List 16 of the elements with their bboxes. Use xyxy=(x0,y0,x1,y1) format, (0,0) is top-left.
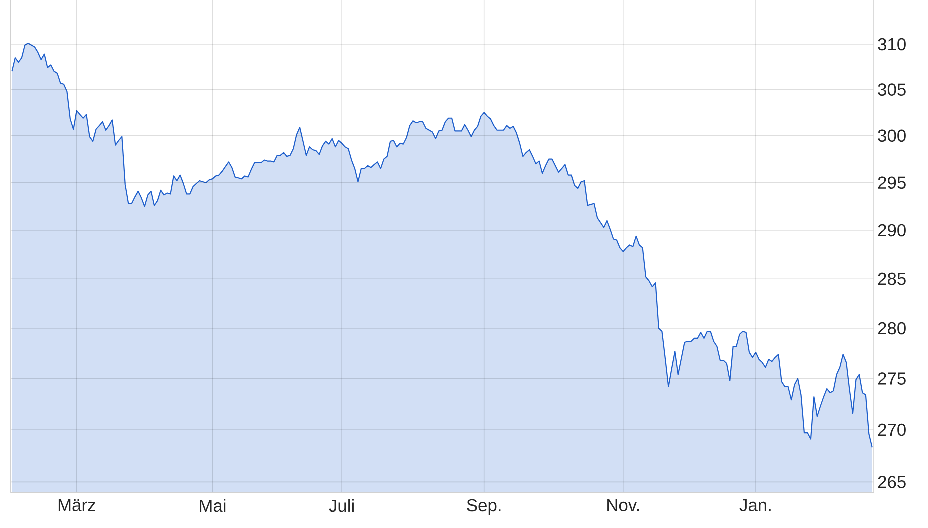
x-tick-label: Jan. xyxy=(740,499,771,512)
x-tick-label: Juli xyxy=(329,499,354,512)
y-tick-label: 275 xyxy=(878,372,906,385)
y-tick-label: 305 xyxy=(878,84,906,96)
x-tick-label: Mai xyxy=(200,499,226,512)
y-tick-label: 270 xyxy=(878,424,906,436)
y-tick-label: 265 xyxy=(878,476,906,488)
y-tick-label: 285 xyxy=(878,272,906,286)
y-tick-label: 300 xyxy=(878,130,906,142)
y-tick-label: 280 xyxy=(878,322,906,335)
y-tick-label: 295 xyxy=(878,176,906,190)
x-tick-label: Nov. xyxy=(608,499,640,512)
x-tick-label: März xyxy=(58,499,96,512)
y-tick-label: 290 xyxy=(878,224,906,237)
y-tick-label: 310 xyxy=(878,38,906,51)
x-tick-label: Sep. xyxy=(467,499,501,516)
